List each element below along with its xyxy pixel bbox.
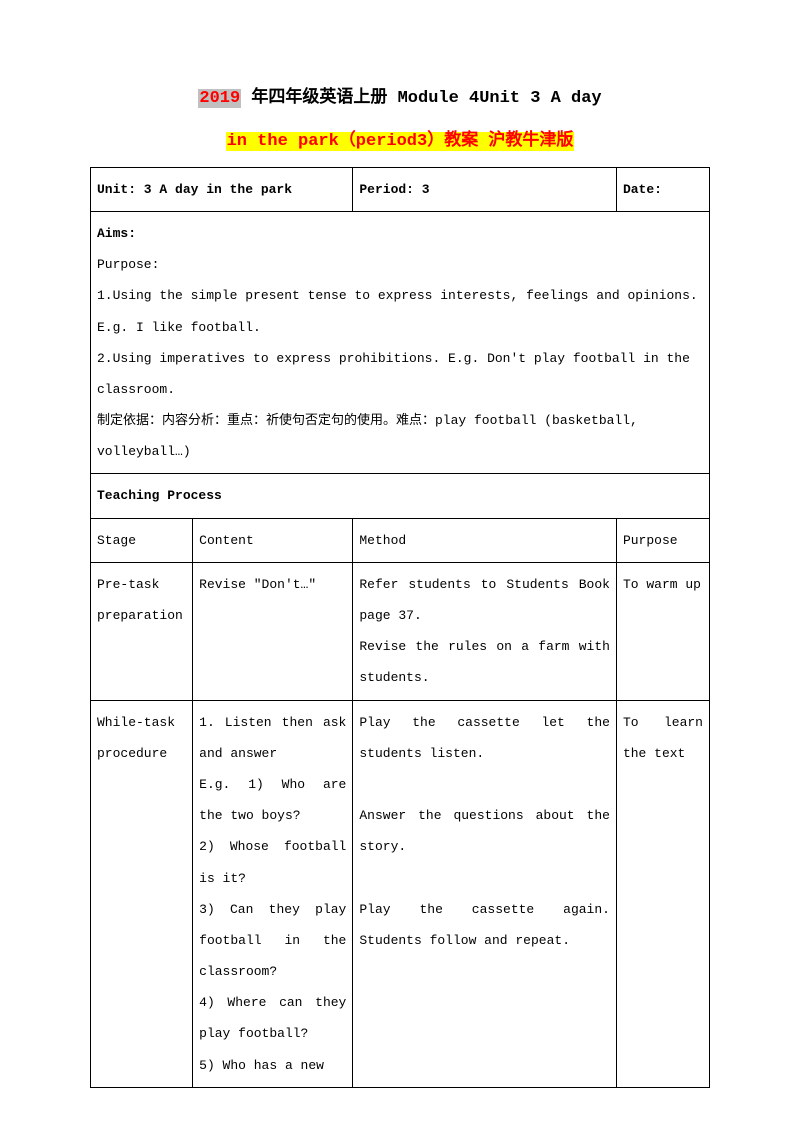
aims-line: 2.Using imperatives to express prohibiti… (97, 343, 703, 374)
aims-line: classroom. (97, 374, 703, 405)
header-row: Unit: 3 A day in the park Period: 3 Date… (91, 167, 710, 211)
aims-line: Purpose: (97, 249, 703, 280)
aims-line: 制定依据：内容分析：重点：祈使句否定句的使用。难点：play football … (97, 405, 703, 436)
aims-line: E.g. I like football. (97, 312, 703, 343)
table-row: Pre-task preparation Revise "Don't…" Ref… (91, 562, 710, 700)
col-method: Method (353, 518, 617, 562)
title-highlight-gray: 2019 (198, 89, 241, 108)
period-cell: Period: 3 (353, 167, 617, 211)
document-page: 2019 年四年级英语上册 Module 4Unit 3 A day in th… (0, 0, 800, 1108)
title-line-2: in the park（period3）教案 沪教牛津版 (90, 123, 710, 160)
aims-line: volleyball…) (97, 436, 703, 467)
title-highlight-yellow: in the park（period3）教案 沪教牛津版 (226, 132, 575, 151)
table-row: While-task procedure 1. Listen then ask … (91, 700, 710, 1087)
method-cell: Play the cassette let the students liste… (353, 700, 617, 1087)
purpose-cell: To learn the text (616, 700, 709, 1087)
stage-cell: Pre-task preparation (91, 562, 193, 700)
aims-cell: Aims: Purpose: 1.Using the simple presen… (91, 211, 710, 474)
date-cell: Date: (616, 167, 709, 211)
col-stage: Stage (91, 518, 193, 562)
content-cell: 1. Listen then ask and answerE.g. 1) Who… (193, 700, 353, 1087)
process-heading-row: Teaching Process (91, 474, 710, 518)
title-plain-1: 年四年级英语上册 Module 4Unit 3 A day (241, 89, 601, 108)
col-purpose: Purpose (616, 518, 709, 562)
unit-cell: Unit: 3 A day in the park (91, 167, 353, 211)
aims-heading: Aims: (97, 218, 703, 249)
aims-line: 1.Using the simple present tense to expr… (97, 280, 703, 311)
col-content: Content (193, 518, 353, 562)
purpose-cell: To warm up (616, 562, 709, 700)
lesson-plan-table: Unit: 3 A day in the park Period: 3 Date… (90, 167, 710, 1088)
aims-row: Aims: Purpose: 1.Using the simple presen… (91, 211, 710, 474)
content-cell: Revise "Don't…" (193, 562, 353, 700)
method-cell: Refer students to Students Book page 37.… (353, 562, 617, 700)
stage-cell: While-task procedure (91, 700, 193, 1087)
column-header-row: Stage Content Method Purpose (91, 518, 710, 562)
title-line-1: 2019 年四年级英语上册 Module 4Unit 3 A day (90, 80, 710, 117)
process-heading-cell: Teaching Process (91, 474, 710, 518)
